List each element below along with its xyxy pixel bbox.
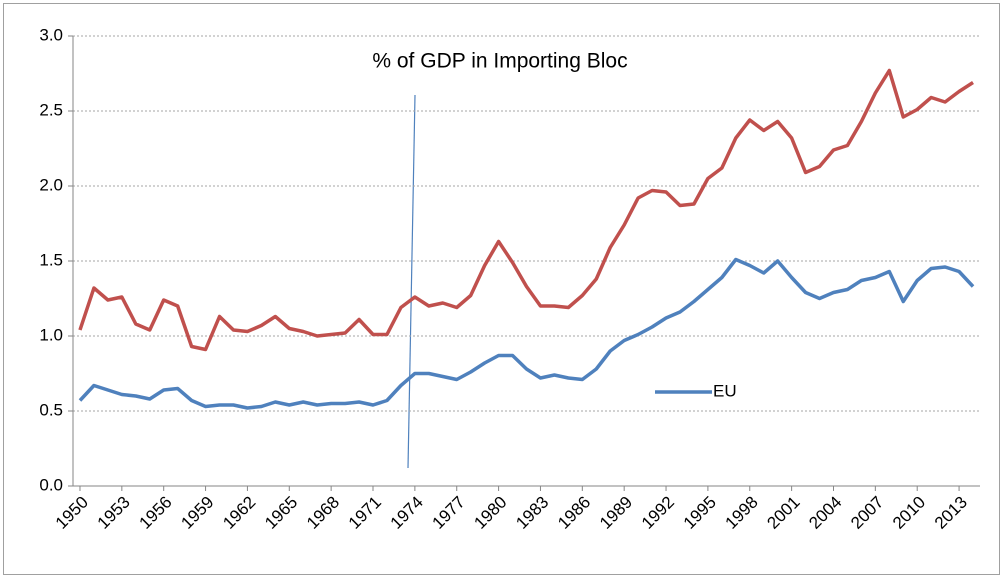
y-tick-label: 3.0	[39, 25, 63, 44]
annotation-line	[407, 94, 416, 469]
y-tick-label: 1.5	[39, 250, 63, 269]
series-line	[78, 257, 975, 410]
series-line	[78, 68, 974, 352]
y-tick-label: 2.5	[39, 100, 63, 119]
y-tick-label: 0.5	[39, 400, 63, 419]
chart-border	[3, 3, 1000, 575]
legend-label: EU	[713, 381, 737, 400]
chart-title: % of GDP in Importing Bloc	[372, 50, 627, 73]
y-tick-label: 1.0	[39, 325, 63, 344]
y-tick-label: 2.0	[39, 175, 63, 194]
y-tick-label: 0.0	[39, 475, 63, 494]
